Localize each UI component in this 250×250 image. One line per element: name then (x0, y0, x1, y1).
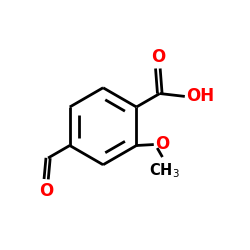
Text: O: O (155, 134, 169, 152)
Text: OH: OH (186, 88, 214, 106)
Text: O: O (39, 182, 53, 200)
Text: O: O (151, 48, 165, 66)
Text: CH$_3$: CH$_3$ (149, 161, 180, 180)
